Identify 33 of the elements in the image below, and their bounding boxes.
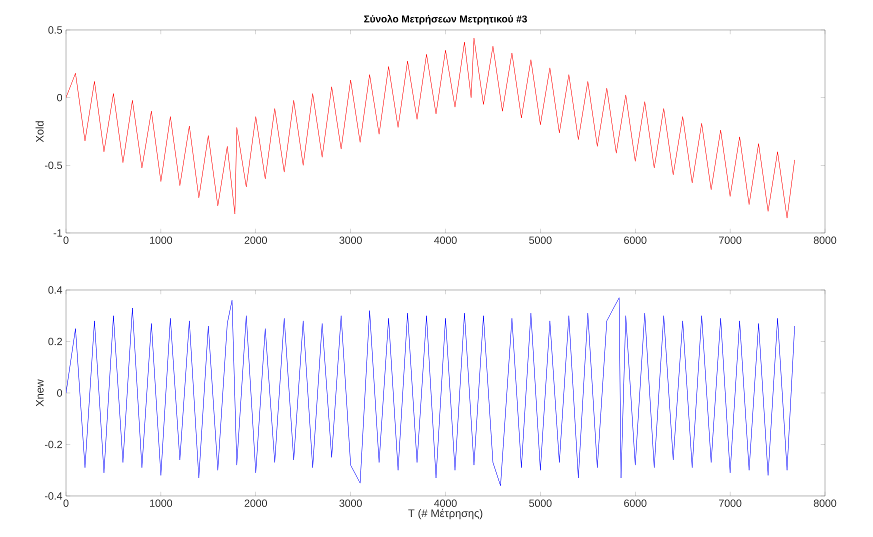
x-tick-label: 7000 [719, 236, 742, 244]
x-tick-label: 1000 [150, 236, 172, 244]
x-tick-label: 8000 [814, 500, 836, 507]
x-tick-label: 3000 [339, 500, 362, 507]
x-tick-label: 3000 [339, 236, 362, 244]
y-tick-label: 0.4 [48, 286, 62, 294]
line-series [66, 297, 795, 486]
y-axis-title: Xnew [36, 379, 44, 406]
x-tick-label: 2000 [244, 236, 267, 244]
x-tick-label: 2000 [244, 500, 267, 507]
y-tick-label: 0 [57, 389, 62, 397]
x-tick-label: 6000 [624, 500, 646, 507]
y-tick-label: 0.5 [48, 26, 62, 34]
chart-title: Σύνολο Μετρήσεων Μετρητικού #3 [364, 14, 527, 24]
y-tick-label: 0 [57, 94, 62, 102]
line-series [66, 38, 795, 218]
x-tick-label: 0 [64, 500, 69, 507]
x-tick-label: 0 [64, 236, 69, 244]
x-tick-label: 8000 [814, 236, 836, 244]
x-axis-title: T (# Μέτρησης) [408, 508, 482, 520]
x-tick-label: 6000 [624, 236, 646, 244]
x-tick-label: 5000 [529, 500, 552, 507]
y-tick-label: -0.2 [44, 440, 62, 448]
y-tick-label: -0.5 [44, 162, 62, 170]
y-tick-label: 0.2 [48, 338, 62, 346]
y-axis-title: Xold [36, 121, 44, 142]
y-tick-label: -0.4 [44, 492, 62, 500]
x-tick-label: 5000 [529, 236, 552, 244]
y-tick-label: -1 [54, 229, 62, 237]
x-tick-label: 4000 [434, 500, 457, 507]
x-tick-label: 4000 [434, 236, 457, 244]
x-tick-label: 7000 [719, 500, 742, 507]
x-tick-label: 1000 [150, 500, 172, 507]
